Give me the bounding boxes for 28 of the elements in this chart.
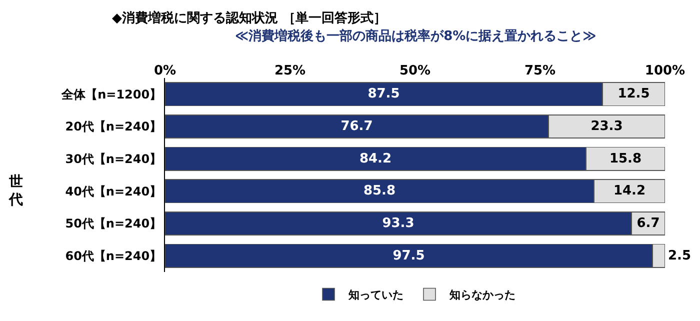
y-tick-label: 40代【n=240】 [65, 184, 162, 198]
y-tick-label: 60代【n=240】 [65, 249, 162, 264]
data-label: 23.3 [590, 119, 623, 134]
y-tick-label: 30代【n=240】 [65, 152, 162, 166]
data-label: 97.5 [392, 248, 425, 264]
data-label: 6.7 [636, 216, 660, 231]
text: 世代 [8, 174, 23, 208]
data-label: 85.8 [363, 184, 396, 199]
data-label: 15.8 [609, 151, 642, 166]
data-label: 93.3 [382, 216, 414, 231]
x-tick-label: 25% [274, 63, 306, 78]
data-label: 14.2 [613, 184, 646, 199]
chart-subtitle: ≪消費増税後も一部の商品は税率が8%に据え置かれること≫ [235, 28, 596, 44]
x-tick-label: 75% [524, 63, 556, 78]
data-label: 76.7 [340, 119, 373, 134]
y-tick-label: 50代【n=240】 [65, 216, 162, 231]
y-tick-label: 全体【n=1200】 [60, 87, 162, 102]
data-label: 12.5 [618, 86, 650, 102]
data-label: 87.5 [368, 86, 400, 102]
y-tick-label: 20代【n=240】 [65, 120, 162, 134]
x-tick-label: 100% [644, 63, 686, 78]
legend-label: 知らなかった [448, 288, 516, 302]
x-tick-label: 50% [399, 63, 431, 78]
x-tick-label: 0% [154, 63, 176, 78]
legend-label: 知っていた [348, 288, 404, 302]
data-label: 2.5 [668, 248, 692, 264]
chart-title: ◆消費増税に関する認知状況 ［単一回答形式］ [112, 10, 387, 26]
data-label: 84.2 [359, 151, 392, 166]
